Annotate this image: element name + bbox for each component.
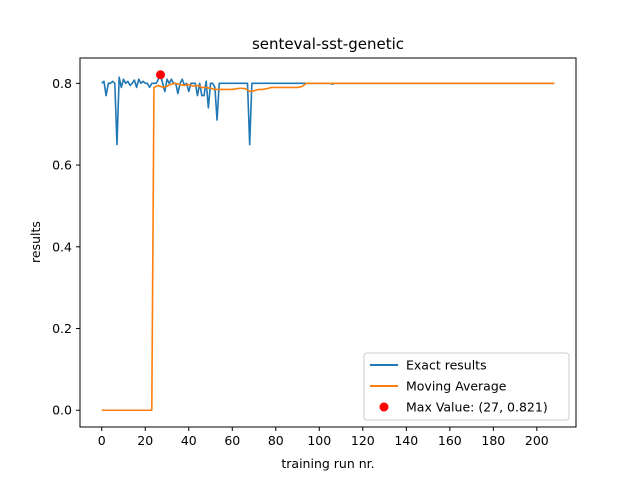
y-tick-label: 0.6 [52, 158, 72, 173]
legend: Exact results Moving Average Max Value: … [363, 352, 570, 421]
x-tick-label: 100 [307, 433, 331, 448]
x-tick-label: 20 [137, 433, 153, 448]
x-tick-label: 40 [181, 433, 197, 448]
y-tick-label: 0.4 [52, 239, 72, 254]
legend-label-exact-results: Exact results [406, 358, 487, 373]
y-axis-ticks: 0.0 0.2 0.4 0.6 0.8 [52, 76, 80, 418]
x-tick-label: 140 [394, 433, 418, 448]
x-tick-label: 0 [98, 433, 106, 448]
x-axis-ticks: 0 20 40 60 80 100 120 140 160 180 200 [98, 427, 549, 448]
x-tick-label: 80 [268, 433, 284, 448]
x-tick-label: 60 [224, 433, 240, 448]
x-tick-label: 120 [351, 433, 375, 448]
x-axis-label: training run nr. [281, 456, 374, 471]
series-line-moving-average [101, 82, 555, 412]
y-tick-label: 0.8 [52, 76, 72, 91]
chart-title: senteval-sst-genetic [252, 35, 404, 53]
legend-label-max-value: Max Value: (27, 0.821) [406, 400, 548, 415]
y-tick-label: 0.2 [52, 321, 72, 336]
max-value-marker [155, 70, 165, 80]
plot-area [79, 57, 577, 428]
x-tick-label: 200 [525, 433, 549, 448]
legend-swatch-max-value [379, 402, 389, 412]
marker-layer [155, 70, 165, 80]
x-tick-label: 160 [438, 433, 462, 448]
x-tick-label: 180 [481, 433, 505, 448]
y-tick-label: 0.0 [52, 403, 72, 418]
plot-frame [79, 57, 577, 428]
legend-label-moving-average: Moving Average [406, 379, 507, 394]
series-layer [101, 73, 555, 412]
y-axis-label: results [28, 221, 43, 263]
legend-box [363, 352, 570, 421]
